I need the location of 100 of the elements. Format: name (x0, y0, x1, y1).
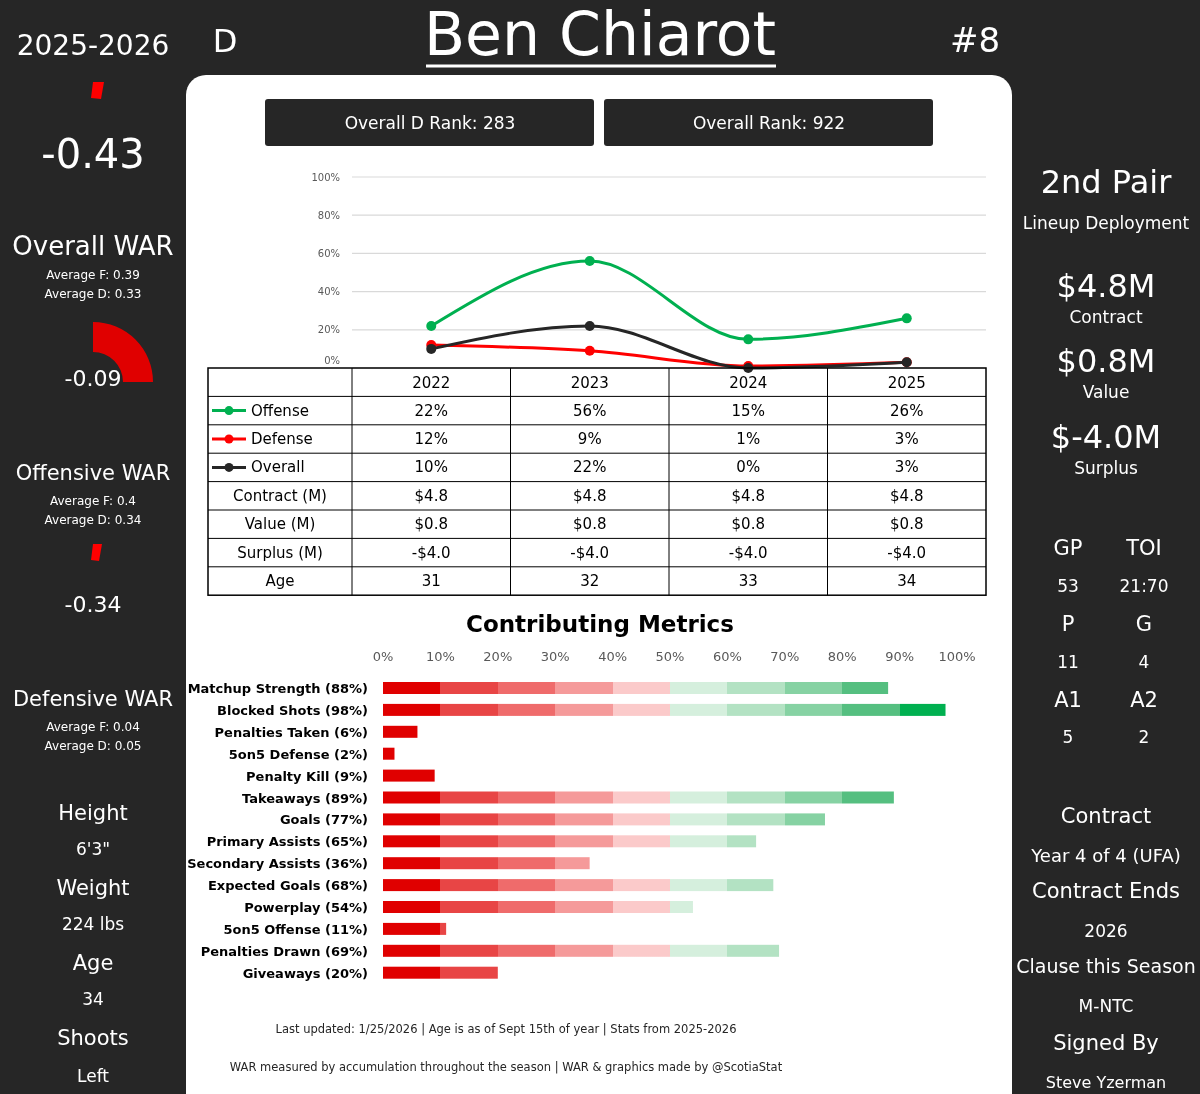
y-tick-label: 100% (311, 171, 340, 183)
bar (383, 966, 498, 979)
text: Value (M) (244, 515, 316, 534)
text: TOI (1125, 536, 1162, 560)
y-tick-label: Powerplay (54%) (244, 900, 368, 915)
text: Value (1082, 382, 1130, 402)
legend-label: Defense (251, 430, 313, 448)
bar (383, 725, 418, 738)
text: -$4.0 (411, 543, 451, 562)
text: -$4.0 (728, 543, 768, 562)
text: Surplus (1074, 458, 1138, 478)
x-tick-label: 90% (885, 649, 915, 664)
x-tick-label: 50% (655, 649, 685, 664)
x-tick-label: 60% (712, 649, 742, 664)
bar (383, 835, 757, 848)
point (584, 345, 595, 356)
text: Weight (56, 876, 130, 900)
text: $0.8 (890, 515, 924, 534)
y-tick-label: Giveaways (20%) (242, 965, 368, 981)
text: Overall WAR (12, 231, 174, 261)
text: Offensive WAR (15, 461, 171, 485)
text: Height (58, 801, 128, 825)
text: Age (72, 951, 114, 975)
y-tick-label: Expected Goals (68%) (207, 878, 368, 894)
y-tick-label: 5on5 Offense (11%) (223, 921, 368, 937)
point (901, 313, 912, 324)
text: Ben Chiarot (423, 0, 777, 69)
y-tick-label: 80% (317, 209, 340, 221)
text: Surplus (M) (237, 543, 323, 562)
data-label: 22% (414, 401, 448, 420)
text: Shoots (57, 1026, 129, 1050)
y-tick-label: 60% (317, 247, 340, 259)
legend-label: Overall (251, 458, 305, 477)
data-label: 1% (736, 430, 761, 448)
text: Average D: 0.05 (44, 739, 142, 753)
text: -$4.0 (570, 543, 610, 562)
bar (383, 857, 590, 870)
text: $0.8 (414, 515, 448, 534)
text: 2026 (1084, 921, 1128, 941)
data-label: 3% (894, 458, 919, 477)
text: A2 (1130, 688, 1158, 712)
bar (383, 813, 825, 826)
y-tick-label: Penalties Taken (6%) (214, 724, 368, 740)
text: Average D: 0.34 (44, 513, 142, 527)
x-tick-label: 100% (938, 649, 976, 664)
data-label: 15% (731, 401, 765, 420)
data-label: 3% (894, 430, 919, 448)
text: 34 (897, 572, 917, 590)
text: Age (265, 572, 295, 590)
y-tick-label: Penalties Drawn (69%) (200, 943, 368, 959)
text: -0.09 (64, 366, 122, 391)
y-tick-label: Matchup Strength (88%) (187, 681, 368, 696)
text: Contract Ends (1032, 879, 1180, 903)
text: Year 4 of 4 (UFA) (1030, 845, 1181, 866)
bar (383, 922, 447, 935)
text: A1 (1054, 688, 1082, 712)
text: Overall D Rank: 283 (344, 113, 516, 133)
text: 33 (738, 572, 758, 590)
text: M-NTC (1078, 996, 1134, 1016)
text: Contract (1060, 804, 1152, 828)
text: Clause this Season (1016, 955, 1196, 977)
text: 2025-2026 (16, 29, 170, 62)
chart-title: Contributing Metrics (466, 611, 734, 637)
text: 5 (1062, 727, 1074, 747)
text: Last updated: 1/25/2026 | Age is as of Sept 15th of year | Stats from 2025-2026 (275, 1022, 737, 1036)
bar (383, 901, 693, 913)
text: $0.8 (573, 515, 607, 534)
text: 2 (1138, 727, 1150, 747)
data-label: 12% (414, 430, 448, 448)
bar (383, 703, 946, 716)
text: 32 (580, 572, 600, 590)
text: Overall Rank: 922 (692, 113, 846, 133)
text: $4.8 (890, 486, 924, 505)
bar (383, 791, 894, 804)
text: P (1061, 612, 1075, 636)
data-label: 26% (890, 401, 924, 420)
text: 224 lbs (61, 914, 125, 934)
text: Left (77, 1066, 110, 1086)
bar (383, 944, 780, 957)
text: -0.43 (41, 131, 145, 177)
text: -0.34 (64, 592, 122, 617)
text: $4.8M (1056, 267, 1156, 305)
point (584, 320, 595, 331)
x-tick-label: 10% (425, 649, 455, 664)
text: Signed By (1053, 1031, 1159, 1055)
y-tick-label: 5on5 Defense (2%) (228, 746, 368, 762)
x-tick-label: 70% (770, 649, 800, 664)
y-tick-label: Takeaways (89%) (242, 790, 368, 806)
bar (383, 769, 435, 782)
text: D (212, 22, 238, 60)
data-label: 9% (577, 430, 602, 448)
text: Defensive WAR (12, 687, 174, 711)
legend-label: Offense (251, 401, 309, 420)
text: GP (1053, 536, 1083, 560)
x-tick-label: 2025 (887, 374, 926, 393)
text: 2nd Pair (1040, 163, 1173, 201)
bar (383, 879, 774, 892)
x-tick-label: 2024 (729, 374, 768, 393)
y-tick-label: 0% (324, 355, 340, 366)
x-tick-label: 2023 (570, 374, 609, 393)
